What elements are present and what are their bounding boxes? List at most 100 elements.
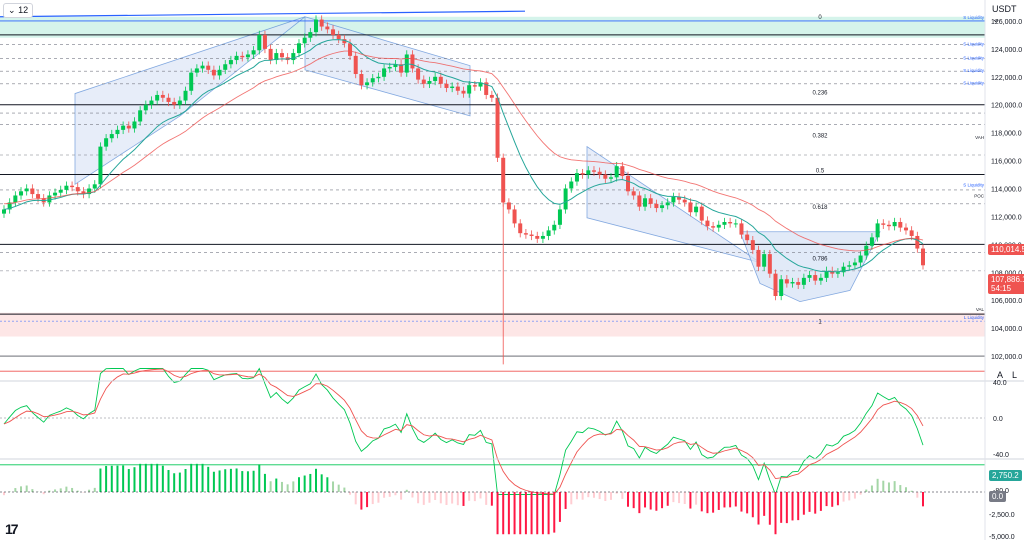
candle-body (813, 275, 818, 281)
price-tick-label: 104,000.0 (991, 326, 1022, 333)
candle-body (608, 177, 613, 179)
candle-body (779, 279, 784, 297)
candle-body (268, 48, 273, 61)
candle-body (654, 203, 659, 209)
candle-body (194, 68, 199, 73)
histogram-panel (0, 463, 985, 535)
candle-body (801, 277, 806, 285)
candle-body (773, 273, 778, 297)
candle-body (648, 198, 653, 204)
candle-body (24, 188, 29, 192)
candle-body (274, 53, 279, 61)
candle-body (370, 78, 375, 83)
candle-body (450, 86, 455, 88)
candle-body (671, 196, 676, 203)
level-side-label: S Liquidity (963, 15, 985, 20)
candle-body (7, 202, 12, 210)
candle-body (393, 64, 398, 68)
candle-body (858, 255, 863, 263)
candle-body (682, 199, 687, 203)
fib-level-label: 0.5 (816, 169, 825, 175)
log-scale-button[interactable]: L (1012, 370, 1018, 380)
interval-button[interactable]: ⌄ 12 (3, 3, 34, 18)
candle-body (211, 69, 216, 76)
price-tick-label: 116,000.0 (991, 159, 1022, 166)
candle-body (223, 64, 228, 70)
cup-pattern (739, 231, 881, 303)
candle-body (472, 85, 477, 87)
candle-body (342, 39, 347, 44)
candle-body (262, 34, 267, 49)
candle-body (121, 125, 126, 130)
stoch-k-line (3, 367, 924, 496)
price-tick-label: 122,000.0 (991, 75, 1022, 82)
candle-body (132, 121, 137, 129)
candle-body (217, 69, 222, 76)
candle-body (75, 187, 80, 192)
fib-level-label: 0.786 (812, 256, 828, 262)
candle-body (484, 82, 489, 95)
candle-body (98, 146, 103, 185)
osc-tick-label: 40.0 (993, 380, 1007, 387)
candle-body (308, 32, 313, 38)
price-tick-label: 120,000.0 (991, 103, 1022, 110)
candle-body (909, 230, 914, 236)
candle-body (421, 79, 426, 84)
currency-label: USDT (992, 4, 1017, 14)
hist-tick-label: -2,500.0 (989, 512, 1015, 519)
level-side-label: VAL (976, 307, 985, 312)
candle-body (875, 223, 880, 238)
candle-body (296, 43, 301, 54)
candle-body (30, 188, 35, 195)
candle-body (790, 282, 795, 284)
candle-body (160, 94, 165, 98)
level-side-label: VAH (975, 135, 984, 140)
candle-body (387, 67, 392, 69)
candle-body (166, 97, 171, 102)
fib-level-label: 0.618 (812, 205, 828, 211)
candle-body (563, 188, 568, 210)
candle-body (109, 134, 114, 139)
candle-body (847, 265, 852, 267)
candle-body (257, 34, 262, 51)
candle-body (331, 29, 336, 35)
auto-scale-button[interactable]: A (997, 370, 1004, 380)
candle-body (711, 226, 716, 228)
candle-body (852, 262, 857, 266)
candle-body (302, 37, 307, 44)
ema-line (3, 39, 924, 273)
candle-body (864, 245, 869, 256)
candle-body (830, 270, 835, 274)
currency-selector[interactable]: USDT ⌄ (992, 4, 1024, 25)
candle-body (365, 82, 370, 86)
candle-body (177, 100, 182, 105)
chevron-down-icon: ⌄ (992, 14, 1000, 24)
price-tick-label: 106,000.0 (991, 298, 1022, 305)
candle-body (626, 175, 631, 192)
candle-body (915, 235, 920, 249)
level-side-label: S Liquidity (963, 183, 985, 188)
candle-body (438, 76, 443, 84)
candle-body (410, 54, 415, 69)
candle-body (314, 19, 319, 33)
macd-value-tag: 2,750.2 (989, 470, 1022, 481)
candle-body (898, 222, 903, 228)
candle-body (336, 34, 341, 40)
osc-tick-label: 0.0 (993, 416, 1003, 423)
candle-body (892, 222, 897, 227)
price-tick-label: 124,000.0 (991, 47, 1022, 54)
candle-body (325, 26, 330, 30)
chevron-down-icon: ⌄ (8, 5, 16, 15)
candle-body (376, 76, 381, 79)
candle-body (784, 279, 789, 284)
last-price-tag: 110,014.5 (988, 244, 1024, 255)
candle-body (461, 90, 466, 94)
fib-level-label: 0.382 (812, 134, 828, 140)
candle-body (660, 205, 665, 209)
candle-body (36, 194, 41, 199)
bar-countdown: 54:15 (991, 284, 1012, 293)
candle-body (739, 223, 744, 235)
candle-body (796, 282, 801, 285)
candle-body (359, 74, 364, 86)
